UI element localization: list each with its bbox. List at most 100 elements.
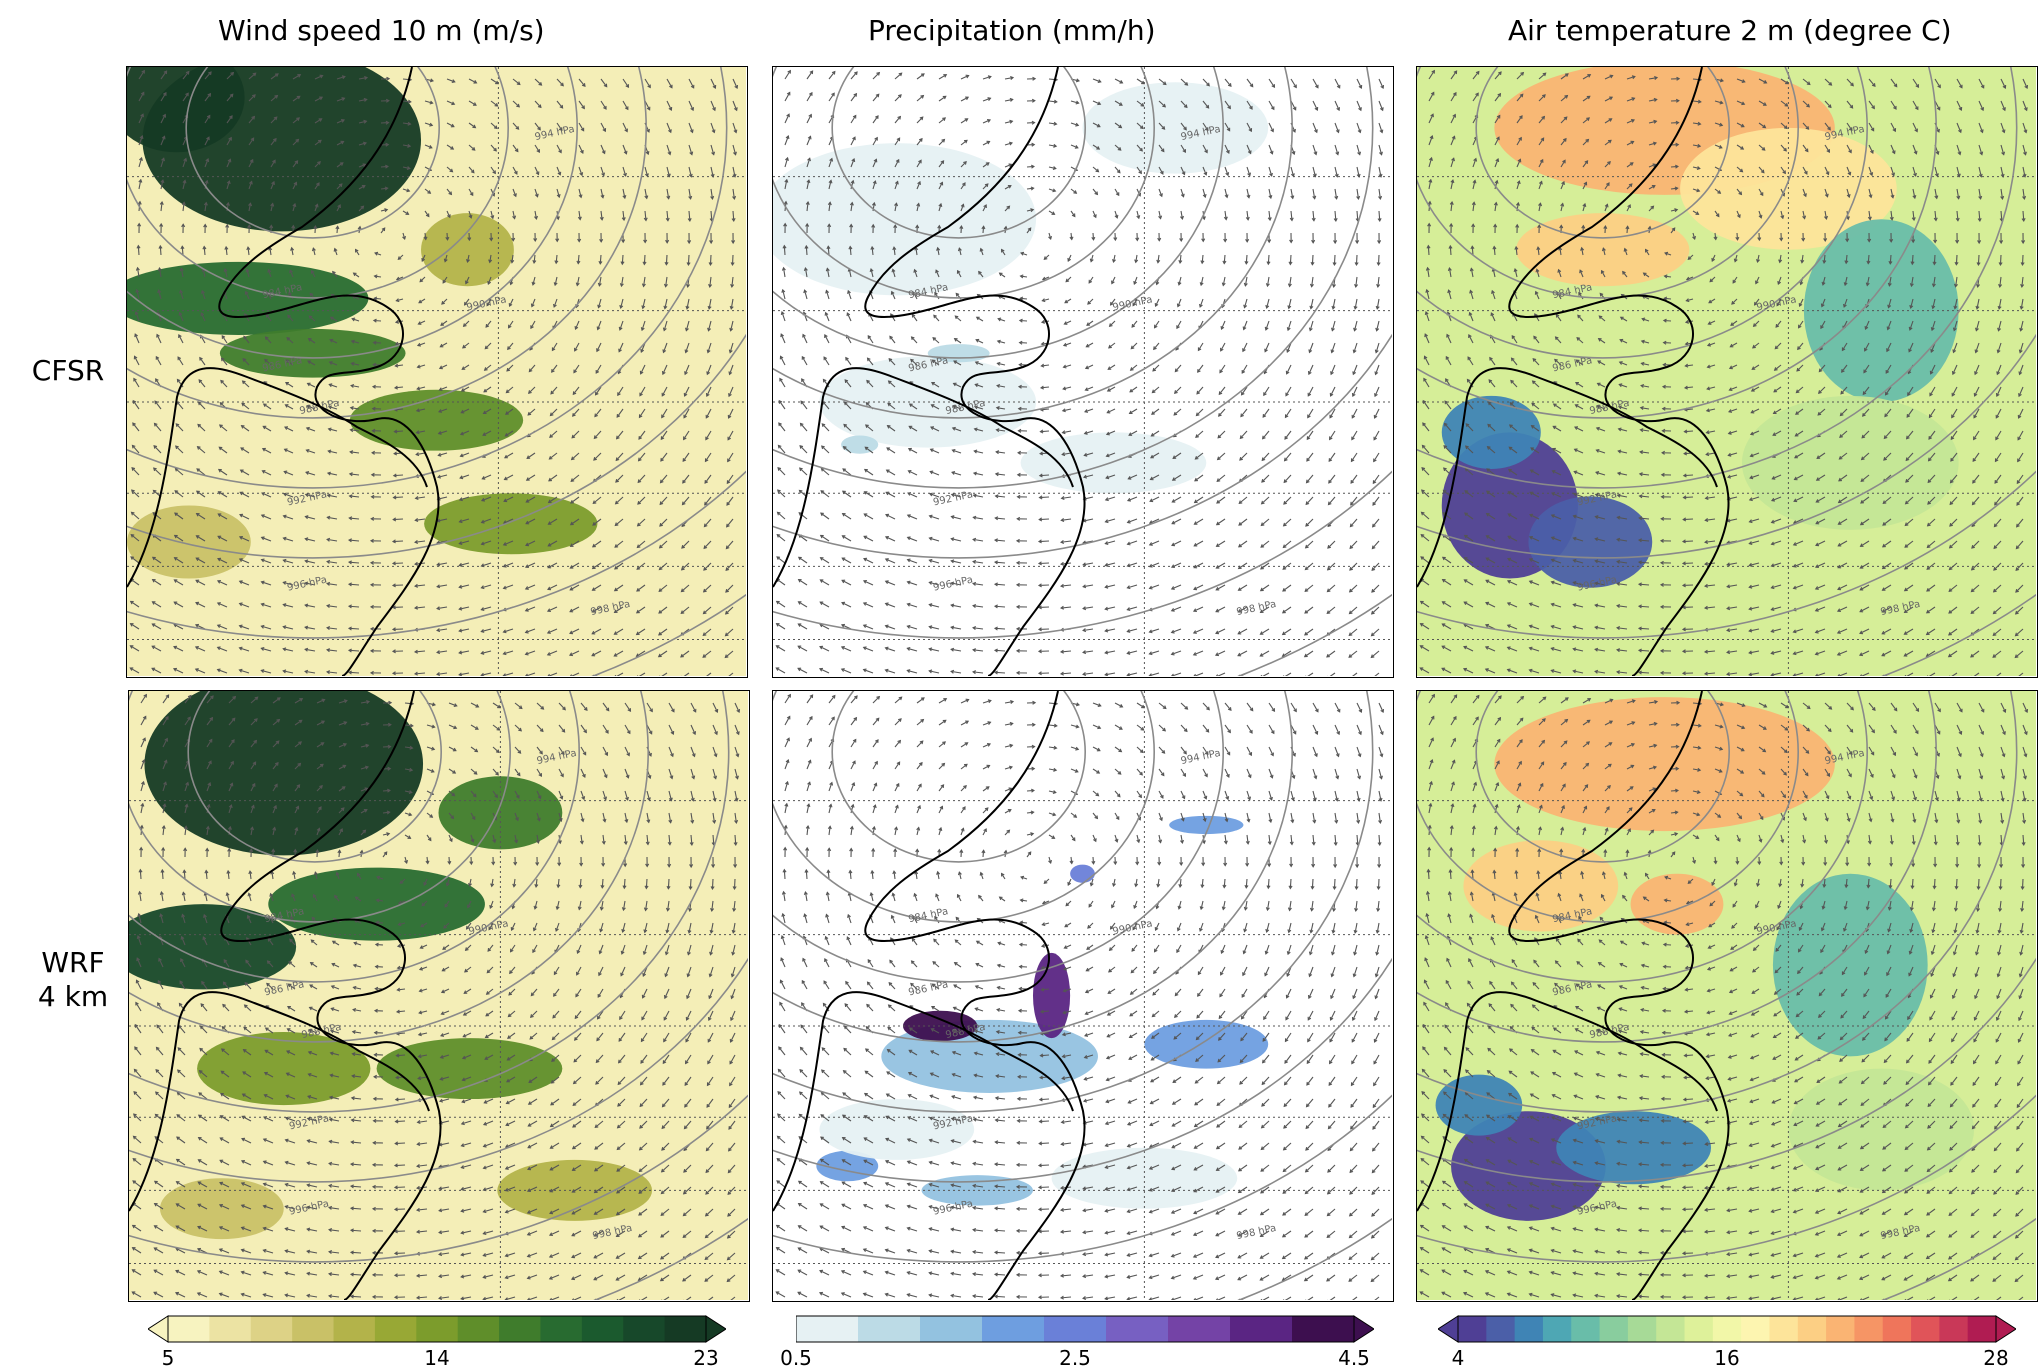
field-contour-1	[1082, 82, 1269, 174]
field-contour-1	[129, 904, 297, 990]
field-contour-4	[1528, 496, 1653, 588]
coastline	[1508, 691, 1730, 1300]
field-contour-6	[1169, 815, 1244, 835]
field-contour-7	[1070, 864, 1095, 883]
colorbar-extend-min	[147, 1315, 169, 1343]
row-label-wrf-line2: 4 km	[37, 980, 109, 1013]
coastline-south	[773, 367, 1074, 588]
row-label-wrf: WRF 4 km	[28, 946, 118, 1014]
colorbar-tick-2: 4.5	[1338, 1346, 1370, 1370]
colorbar-swatch-15	[1882, 1316, 1912, 1342]
wind-vector-field	[775, 69, 1385, 676]
panel-wrf-air-temperature: 984 hPa 986 hPa 988 hPa 990 hPa 992 hPa 994 h…	[1416, 690, 2038, 1302]
field-contour-6	[1788, 1068, 1975, 1191]
isobar-996	[1417, 1094, 2036, 1263]
isobar-990	[1417, 67, 1937, 419]
field-contour-3	[1441, 395, 1541, 469]
coastline	[218, 67, 440, 676]
isobar-988	[129, 691, 580, 983]
isobar-986	[1417, 691, 1799, 923]
wind-vector-field	[1419, 69, 2029, 676]
wind-vector-field	[775, 693, 1385, 1300]
colorbar-frame	[1457, 1315, 1997, 1343]
colorbar-swatch-7	[1230, 1316, 1293, 1342]
colorbar-swatch-12	[1797, 1316, 1827, 1342]
field-contour-5	[424, 493, 598, 555]
isobar-994	[773, 957, 1392, 1183]
coastline	[864, 691, 1086, 1300]
isobar-990	[129, 691, 649, 1043]
field-contour-3	[376, 1038, 563, 1100]
colorbar-swatch-7	[1656, 1316, 1686, 1342]
field-contour-6	[1741, 395, 1959, 530]
panel-cfsr-wind-speed: 984 hPa 986 hPa 988 hPa 990 hPa 992 hPa 994 h…	[126, 66, 748, 678]
isobar-990	[773, 67, 1293, 419]
colorbar-swatch-11	[1769, 1316, 1799, 1342]
field-contour-2	[127, 261, 369, 335]
colorbar-wind-speed: 5 14 23	[147, 1314, 727, 1370]
colorbar-tick-1: 14	[424, 1346, 450, 1370]
isobar-990	[1417, 691, 1937, 1043]
isobar-994	[129, 957, 748, 1183]
coastline-south	[1417, 991, 1718, 1212]
field-contour-7	[159, 1178, 284, 1240]
isobar-994	[1417, 957, 2036, 1183]
isobar-996	[773, 470, 1392, 639]
field-contour-3	[1435, 1074, 1523, 1136]
isobar-984	[831, 691, 1086, 863]
colorbar-air-temperature: 4 16 28	[1437, 1314, 2017, 1370]
isobar-992	[773, 67, 1374, 489]
colorbar-swatch-3	[982, 1316, 1045, 1342]
colorbar-swatch-9	[1712, 1316, 1742, 1342]
map-background	[773, 691, 1392, 1300]
wind-vector-field	[1419, 693, 2029, 1300]
field-contour-1	[127, 67, 245, 153]
isobar-986	[129, 691, 511, 923]
coastline-south	[129, 991, 430, 1212]
colorbar-frame	[795, 1315, 1355, 1343]
isobar-992	[127, 67, 728, 489]
isobar-984	[187, 691, 442, 863]
field-contour-2	[819, 356, 1037, 448]
row-label-wrf-line1: WRF	[41, 946, 105, 979]
field-contour-4	[1556, 1111, 1712, 1185]
colorbar-swatch-6	[416, 1316, 459, 1342]
field-contour-0	[773, 143, 1037, 296]
isobar-992	[773, 691, 1374, 1113]
field-contour-5	[1772, 873, 1928, 1057]
colorbar-swatch-0	[796, 1316, 859, 1342]
colorbar-swatch-10	[1741, 1316, 1770, 1342]
field-contour-5	[1803, 219, 1959, 402]
row-label-cfsr: CFSR	[31, 354, 105, 387]
colorbar-swatch-8	[1292, 1316, 1355, 1342]
colorbar-swatch-1	[858, 1316, 921, 1342]
colorbar-swatch-11	[623, 1316, 666, 1342]
coastline-south	[773, 991, 1074, 1212]
colorbar-tick-2: 28	[1983, 1346, 2009, 1370]
colorbar-swatch-6	[1168, 1316, 1231, 1342]
colorbar-tick-1: 16	[1714, 1346, 1740, 1370]
isobar-984	[185, 67, 440, 239]
isobar-988	[773, 67, 1224, 359]
field-contour-3	[841, 435, 879, 454]
colorbar-extend-max	[705, 1315, 727, 1343]
isobar-992	[1417, 67, 2018, 489]
colorbar-swatch-18	[1967, 1316, 1997, 1342]
isobar-996	[129, 1094, 748, 1263]
colorbar-swatch-0	[1458, 1316, 1487, 1342]
colorbar-swatch-4	[1044, 1316, 1107, 1342]
column-title-precipitation: Precipitation (mm/h)	[868, 14, 1156, 47]
field-contour-5	[921, 1175, 1033, 1206]
colorbar-extend-min	[1437, 1315, 1459, 1343]
colorbar-swatch-10	[581, 1316, 624, 1342]
field-contour-4	[349, 389, 524, 451]
colorbar-swatch-5	[374, 1316, 417, 1342]
colorbar-swatch-1	[1486, 1316, 1516, 1342]
coastline	[1508, 67, 1730, 676]
isobar-984	[831, 67, 1086, 239]
